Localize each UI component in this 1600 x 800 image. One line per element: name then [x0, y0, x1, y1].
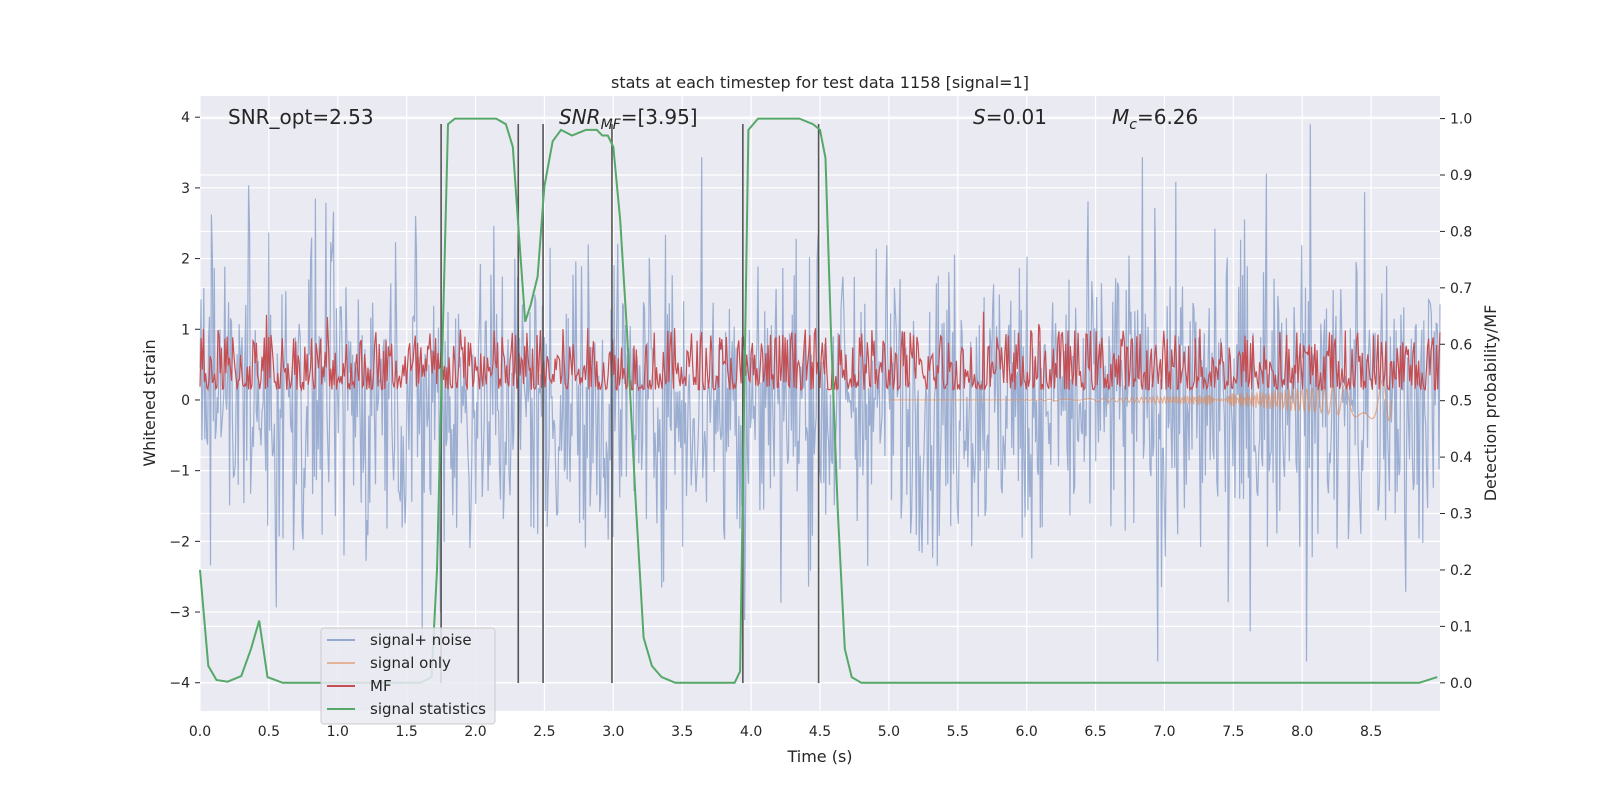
x-tick-label: 5.5 [947, 724, 969, 740]
legend-label-signal-only: signal only [370, 654, 451, 672]
legend-box [320, 627, 496, 725]
signal-only-line [888, 378, 1393, 422]
y-tick-label: 0 [181, 393, 190, 409]
x-tick-label: 3.5 [671, 724, 693, 740]
y-tick-label: −3 [169, 605, 190, 621]
x-tick-label: 8.0 [1291, 724, 1313, 740]
snr-mf-sub: MF [601, 117, 622, 133]
y2-tick-label: 0.0 [1450, 676, 1472, 692]
y2-tick-label: 0.6 [1450, 337, 1472, 353]
y-tick-label: −1 [169, 464, 190, 480]
y-tick-label: −4 [169, 676, 190, 692]
y2-tick-label: 0.8 [1450, 224, 1472, 240]
y-tick-label: 1 [181, 322, 190, 338]
s-annotation: S=0.01 [973, 105, 1047, 129]
mc-label: M [1112, 105, 1129, 129]
x-tick-label: 3.0 [602, 724, 624, 740]
signal-only-series [888, 378, 1393, 422]
y2-tick-label: 1.0 [1450, 112, 1472, 128]
x-tick-label: 7.5 [1222, 724, 1244, 740]
y2-tick-label: 0.9 [1450, 168, 1472, 184]
y2-tick-label: 0.5 [1450, 394, 1472, 410]
mf-series [199, 311, 1441, 392]
mc-sub: c [1129, 117, 1137, 133]
x-tick-label: 4.5 [809, 724, 831, 740]
signal-noise-series [199, 124, 1441, 662]
legend-label-mf: MF [370, 677, 392, 695]
x-axis-label: Time (s) [786, 747, 852, 766]
x-tick-label: 7.0 [1153, 724, 1175, 740]
snr-mf-annotation: SNRMF=[3.95] [559, 105, 698, 133]
y-tick-label: 2 [181, 252, 190, 268]
x-tick-label: 5.0 [878, 724, 900, 740]
snr-mf-value: =[3.95] [621, 105, 698, 129]
x-tick-label: 2.5 [533, 724, 555, 740]
y-axis-label: Whitened strain [140, 339, 159, 466]
ticks: 0.0 0.5 1.0 1.5 2.0 2.5 3.0 3.5 4.0 4.5 5.0 5.5 6.0 6… [169, 110, 1472, 740]
y-tick-label: 4 [181, 110, 190, 126]
y2-tick-label: 0.2 [1450, 563, 1472, 579]
x-tick-label: 0.5 [258, 724, 280, 740]
legend-label-signal-noise: signal+ noise [370, 631, 472, 649]
chart-title: stats at each timestep for test data 115… [611, 73, 1029, 92]
x-tick-label: 1.0 [327, 724, 349, 740]
y2-tick-label: 0.1 [1450, 619, 1472, 635]
s-value: =0.01 [986, 105, 1047, 129]
x-tick-label: 6.5 [1084, 724, 1106, 740]
x-tick-label: 1.5 [396, 724, 418, 740]
mc-annotation: Mc=6.26 [1112, 105, 1198, 133]
y2-axis-label: Detection probability/MF [1481, 305, 1500, 502]
snr-mf-label: SNR [559, 105, 601, 129]
x-tick-label: 8.5 [1360, 724, 1382, 740]
signal-noise-line [199, 124, 1441, 662]
mc-value: =6.26 [1137, 105, 1198, 129]
x-tick-label: 2.0 [464, 724, 486, 740]
y2-tick-label: 0.3 [1450, 507, 1472, 523]
legend-label-signal-statistics: signal statistics [370, 700, 486, 718]
x-tick-label: 0.0 [189, 724, 211, 740]
y-tick-label: 3 [181, 181, 190, 197]
legend: signal+ noise signal only MF signal stat… [320, 627, 496, 725]
mf-line [199, 311, 1441, 392]
s-label: S [973, 105, 986, 129]
x-tick-label: 6.0 [1016, 724, 1038, 740]
y-tick-label: −2 [169, 534, 190, 550]
y2-tick-label: 0.7 [1450, 281, 1472, 297]
y2-tick-label: 0.4 [1450, 450, 1472, 466]
x-tick-label: 4.0 [740, 724, 762, 740]
snr-opt-annotation: SNR_opt=2.53 [228, 105, 374, 129]
